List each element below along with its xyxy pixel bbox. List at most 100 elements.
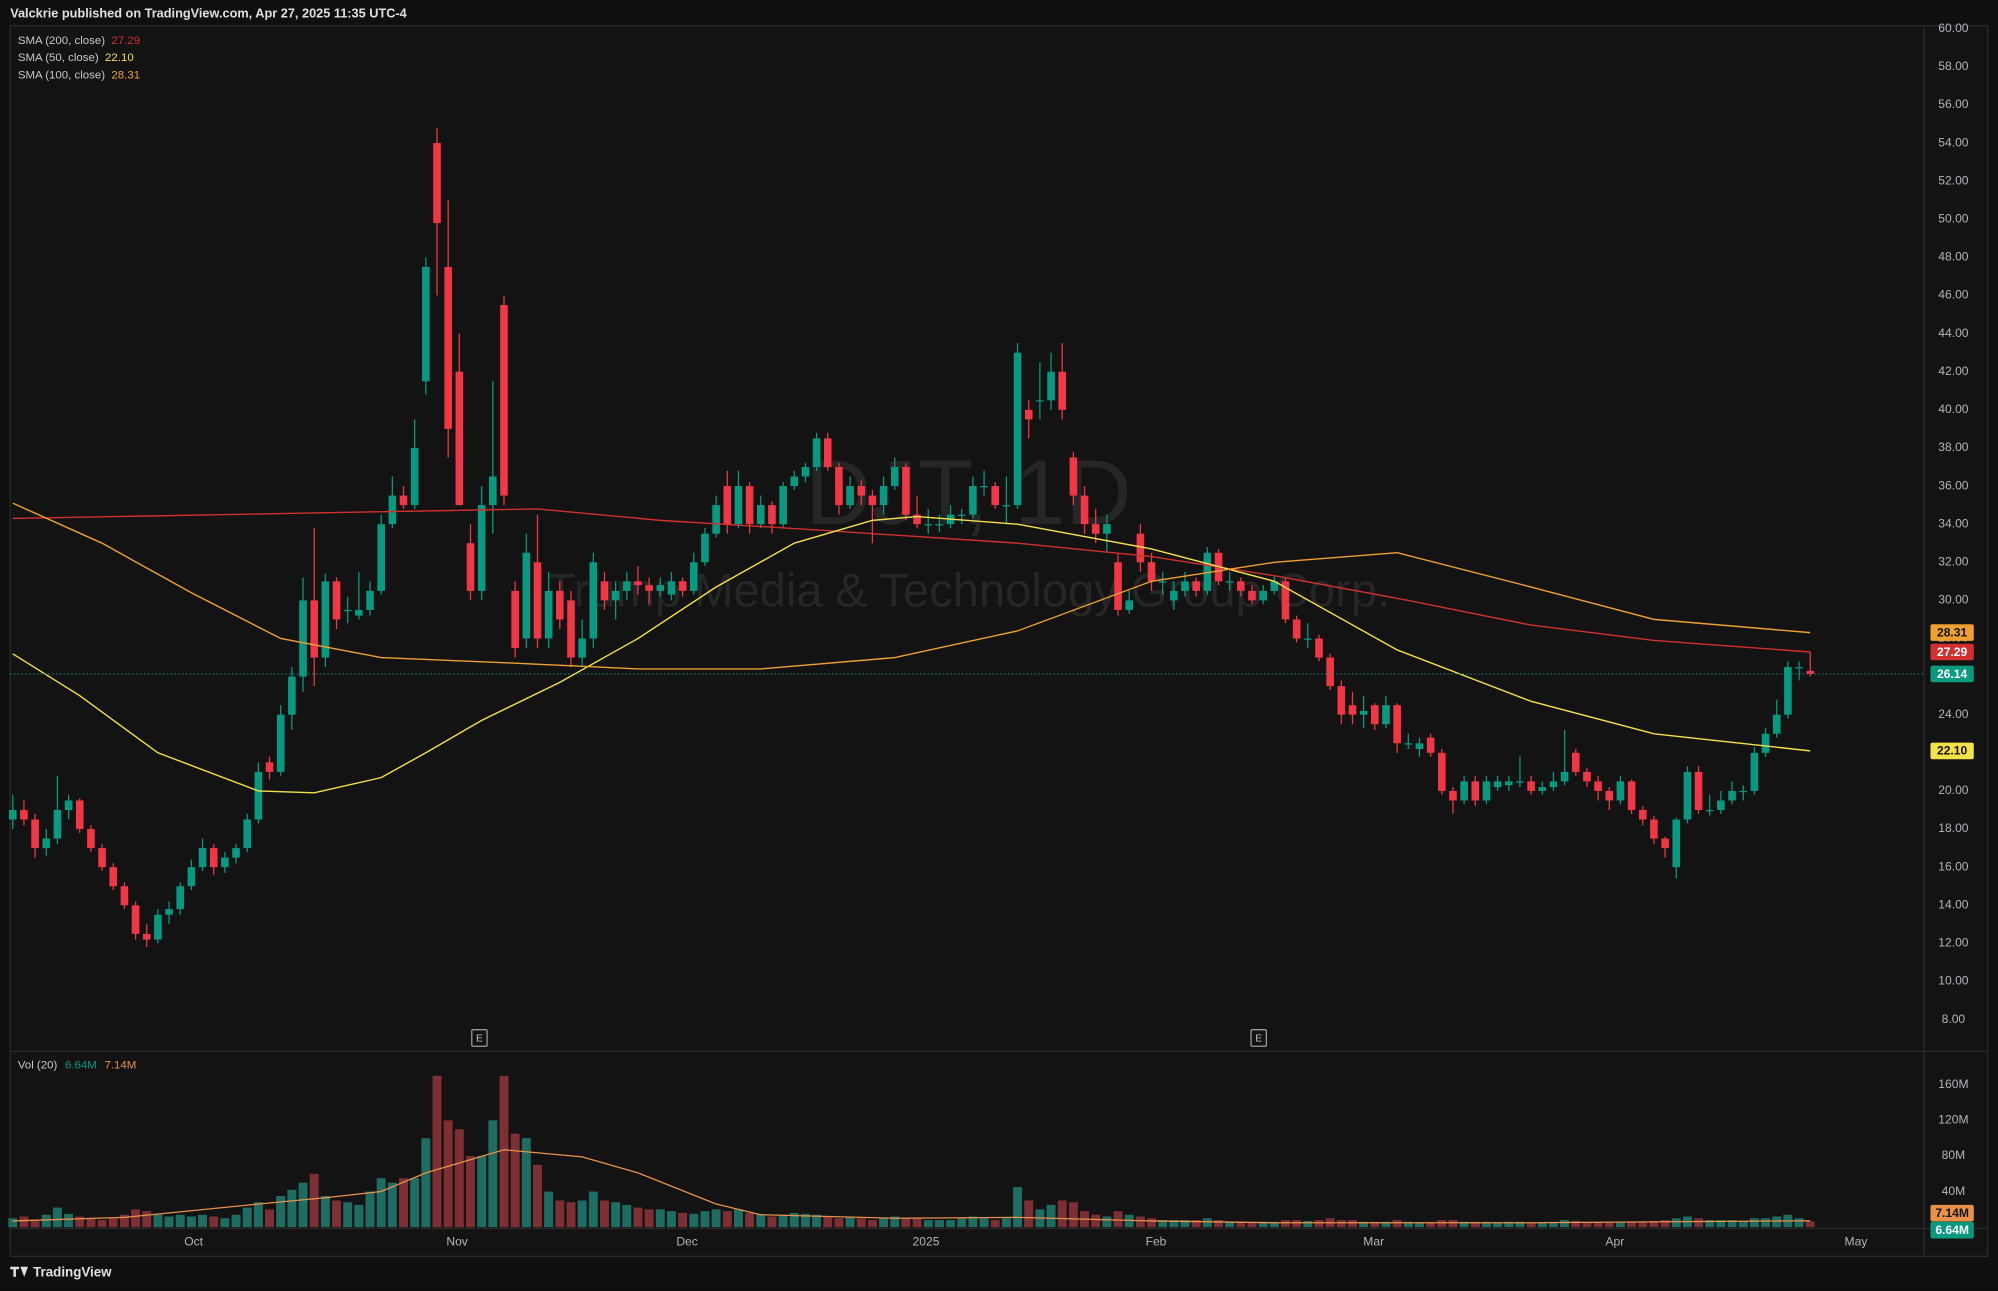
volume-bar (365, 1191, 375, 1228)
footer-logo[interactable]: TradingView (33, 1265, 112, 1280)
candle-body (980, 486, 988, 488)
volume-bar (644, 1209, 654, 1228)
volume-bar (711, 1209, 721, 1228)
volume-bar (544, 1191, 554, 1228)
volume-bar (1604, 1222, 1614, 1228)
volume-bar (700, 1211, 710, 1228)
header: Valckrie published on TradingView.com, A… (10, 5, 407, 20)
volume-bar (901, 1218, 911, 1228)
candle-body (165, 909, 173, 915)
sma-line (12, 502, 1811, 670)
volume-bar (86, 1218, 96, 1228)
y-tick-label: 46.00 (1938, 288, 1969, 302)
volume-last-text: 6.64M (1935, 1223, 1969, 1237)
y-tick-label: 48.00 (1938, 250, 1969, 264)
volume-bar (387, 1182, 397, 1228)
volume-bar (421, 1138, 431, 1228)
volume-bar (968, 1216, 978, 1228)
volume-bar (1091, 1214, 1101, 1228)
candle-body (187, 867, 196, 887)
volume-bar (1738, 1220, 1748, 1228)
candle-body (332, 581, 341, 620)
candle-body (1404, 743, 1413, 745)
y-tick-label: 24.00 (1938, 707, 1969, 721)
volume-bar (934, 1220, 944, 1228)
volume-bar (789, 1212, 799, 1228)
volume-bar (1169, 1220, 1179, 1228)
sma-last-text: 28.31 (1937, 625, 1968, 639)
candle-body (991, 486, 1000, 506)
volume-bar (1794, 1218, 1804, 1228)
volume-bar (1281, 1220, 1290, 1228)
volume-bar (678, 1212, 688, 1228)
candle-body (154, 914, 162, 940)
volume-bar (320, 1196, 330, 1228)
volume-bar (1024, 1200, 1034, 1228)
candle-body (1225, 581, 1234, 583)
candle-body (522, 552, 531, 639)
legend-value: 27.29 (111, 35, 140, 47)
volume-bar (1113, 1211, 1123, 1228)
legend-name: SMA (100, close) (18, 69, 105, 81)
candle-body (366, 590, 374, 610)
y-tick-label: 50.00 (1938, 211, 1969, 225)
volume-bar (1537, 1222, 1547, 1228)
volume-bar (1135, 1216, 1145, 1228)
x-tick-label: Oct (184, 1235, 203, 1249)
candle-body (1170, 590, 1178, 601)
volume-bar (923, 1220, 933, 1228)
candle-body (288, 676, 296, 715)
candle-body (890, 467, 899, 487)
candle-body (790, 476, 799, 487)
candle-body (31, 819, 39, 849)
candle-body (712, 505, 720, 534)
candle-body (969, 486, 977, 515)
candle-body (1058, 371, 1067, 410)
volume-bar (845, 1216, 855, 1228)
candle-body (1292, 619, 1301, 639)
candle-body (868, 495, 877, 506)
legend-value: 22.10 (105, 52, 134, 64)
volume-bar (1749, 1218, 1759, 1228)
y-tick-label: 60.00 (1938, 21, 1969, 35)
candle-body (1594, 781, 1602, 791)
sma-line (12, 508, 1811, 653)
candle-body (634, 581, 642, 586)
volume-bar (689, 1213, 699, 1228)
candle-body (1181, 581, 1189, 591)
candle-body (1460, 781, 1468, 801)
volume-bar (477, 1155, 487, 1228)
volume-bar (399, 1178, 408, 1228)
volume-bar (666, 1211, 676, 1228)
chart-frame (9, 24, 1989, 1258)
candle-body (1661, 838, 1669, 849)
candle-body (299, 600, 307, 677)
volume-bar (220, 1218, 230, 1228)
candle-body (42, 838, 51, 849)
volume-bar (186, 1216, 196, 1228)
candle-body (1047, 371, 1055, 401)
candle-body (221, 857, 229, 868)
volume-tick-label: 120M (1938, 1113, 1968, 1127)
candle-body (343, 609, 352, 612)
candle-body (1136, 533, 1145, 563)
candle-body (176, 886, 185, 910)
candle-body (243, 819, 252, 849)
volume-bar (1772, 1216, 1782, 1228)
candle-body (64, 800, 73, 810)
volume-bar (265, 1209, 275, 1228)
volume-bar (488, 1120, 498, 1228)
volume-bar (242, 1207, 252, 1228)
candle-body (198, 848, 207, 868)
volume-bar (1180, 1220, 1190, 1228)
volume-bar (890, 1216, 900, 1228)
volume-bar (1671, 1218, 1681, 1228)
volume-bar (276, 1196, 286, 1228)
y-tick-label: 38.00 (1938, 440, 1969, 454)
candle-body (1538, 787, 1547, 791)
candle-body (377, 524, 385, 591)
volume-bar (611, 1202, 621, 1228)
candle-body (399, 495, 408, 506)
candle-body (1616, 781, 1625, 801)
